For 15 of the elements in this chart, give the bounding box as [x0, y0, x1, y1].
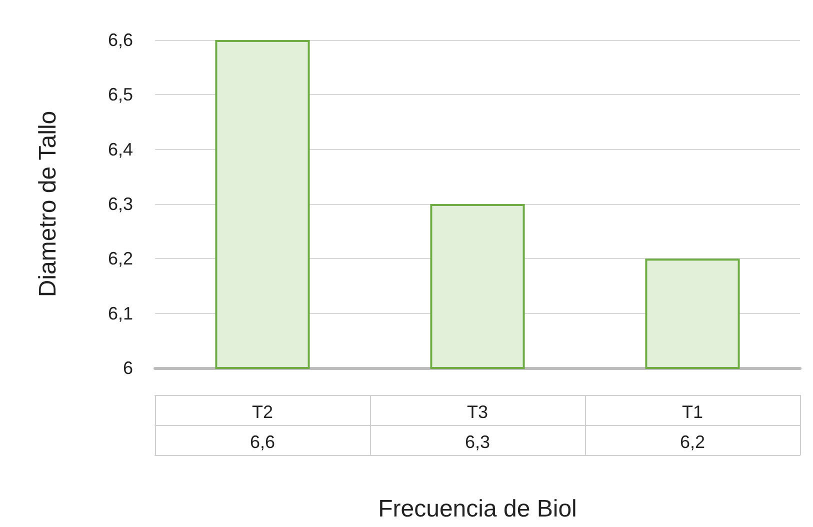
y-tick-label: 6,4	[108, 139, 133, 160]
data-label: 6,6	[250, 432, 276, 452]
x-tick-label: T1	[682, 402, 704, 422]
data-label: 6,3	[464, 432, 490, 452]
x-axis-title: Frecuencia de Biol	[378, 496, 577, 522]
y-tick-label: 6,3	[108, 194, 133, 214]
y-axis-title: Diametro de Tallo	[34, 110, 62, 298]
y-tick-label: 6,6	[108, 30, 133, 50]
x-tick-label: T3	[466, 402, 488, 422]
y-tick-label: 6,2	[108, 248, 133, 269]
y-tick-label: 6	[122, 358, 133, 378]
y-tick-label: 6,1	[108, 303, 133, 324]
y-tick-label: 6,5	[108, 84, 133, 105]
x-tick-label: T2	[252, 402, 274, 422]
data-label: 6,2	[680, 432, 706, 452]
